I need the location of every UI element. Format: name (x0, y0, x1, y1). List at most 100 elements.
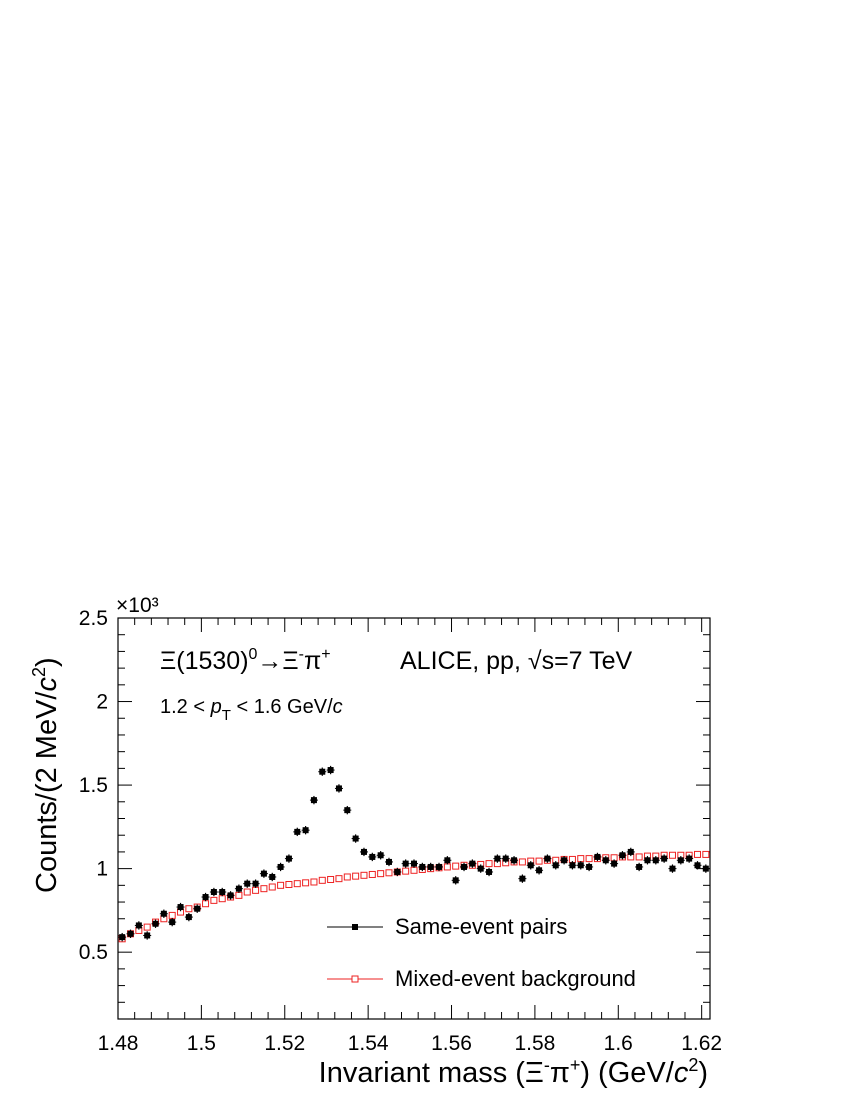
legend-label-mixed: Mixed-event background (395, 966, 636, 991)
same-event-point (169, 919, 176, 926)
same-event-point (494, 855, 501, 862)
same-event-point (452, 877, 459, 884)
x-tick-label: 1.54 (348, 1032, 389, 1055)
mixed-event-point (410, 866, 418, 874)
same-event-point (277, 863, 284, 870)
mixed-event-point (310, 878, 318, 886)
same-event-point (486, 868, 493, 875)
same-event-point (552, 862, 559, 869)
same-event-point (419, 863, 426, 870)
mixed-event-point (218, 895, 226, 903)
mixed-event-point (443, 863, 451, 871)
x-tick-label: 1.58 (514, 1032, 555, 1055)
same-event-point (260, 870, 267, 877)
same-event-point (294, 828, 301, 835)
mixed-event-point (518, 858, 526, 866)
same-event-point (644, 857, 651, 864)
same-event-point (119, 934, 126, 941)
same-event-point (627, 848, 634, 855)
legend-entry-mixed: Mixed-event background (327, 966, 636, 991)
mixed-event-point (377, 870, 385, 878)
same-event-point (527, 862, 534, 869)
x-tick-label: 1.48 (98, 1032, 139, 1055)
annotation-experiment: ALICE, pp, √s=7 TeV (400, 647, 632, 675)
mixed-event-point (402, 867, 410, 875)
x-tick-label: 1.56 (431, 1032, 472, 1055)
x-axis-label: Invariant mass (Ξ-π+) (GeV/c2) (319, 1055, 708, 1089)
same-event-point (244, 880, 251, 887)
same-event-point (411, 860, 417, 867)
mixed-event-point (243, 888, 251, 896)
same-event-point (461, 863, 468, 870)
x-tick-label: 1.62 (681, 1032, 722, 1055)
same-event-point (335, 785, 342, 792)
annotation-pt-range: 1.2 < pT < 1.6 GeV/c (160, 696, 343, 724)
y-tick-label: 2.5 (79, 607, 108, 630)
same-event-point (269, 873, 276, 880)
same-event-point (619, 852, 626, 859)
same-event-point (611, 860, 618, 867)
same-event-point (502, 855, 509, 862)
same-event-point (652, 857, 659, 864)
same-event-point (536, 867, 543, 874)
y-tick-label: 1 (96, 858, 108, 881)
same-event-point (569, 862, 576, 869)
same-event-point (586, 863, 593, 870)
same-event-point (377, 852, 384, 859)
mixed-event-point (143, 923, 151, 931)
same-event-point (577, 862, 584, 869)
same-event-point (469, 860, 476, 867)
y-axis-label: Counts/(2 MeV/c2) (29, 657, 63, 893)
same-event-point (152, 920, 159, 927)
same-event-point (561, 857, 568, 864)
same-event-point (402, 860, 409, 867)
mixed-event-point (335, 875, 343, 883)
same-event-point (360, 848, 367, 855)
mixed-event-point (285, 880, 293, 888)
same-event-point (127, 930, 134, 937)
mixed-event-point (452, 862, 460, 870)
mixed-event-point (302, 879, 310, 887)
mixed-event-point (693, 850, 701, 858)
same-event-point (702, 865, 709, 872)
mixed-event-point (360, 871, 368, 879)
same-event-point (319, 768, 326, 775)
legend: Same-event pairs Mixed-event background (327, 914, 636, 991)
series-same-event-pairs (118, 765, 710, 942)
mixed-event-point (327, 875, 335, 883)
same-event-point (135, 922, 142, 929)
same-event-point (436, 863, 443, 870)
mixed-event-point (343, 873, 351, 881)
same-event-point (694, 862, 701, 869)
same-event-point (669, 865, 676, 872)
same-event-point (302, 827, 309, 834)
same-event-point (252, 880, 259, 887)
same-event-point (477, 865, 484, 872)
mixed-event-point (485, 860, 493, 868)
x-axis: 1.48 1.5 1.52 1.54 1.56 1.58 1.6 1.62 (98, 618, 722, 1055)
same-event-point (544, 855, 551, 862)
mixed-event-point (277, 881, 285, 889)
same-event-point (385, 858, 392, 865)
same-event-point (219, 889, 226, 896)
mixed-event-point (293, 880, 301, 888)
same-event-point (177, 904, 184, 911)
y-tick-label: 0.5 (79, 941, 108, 964)
mixed-event-point (260, 885, 268, 893)
mixed-event-point (385, 869, 393, 877)
same-event-point (344, 807, 351, 814)
mixed-event-point (318, 876, 326, 884)
same-event-point (594, 853, 601, 860)
same-event-point (235, 885, 242, 892)
x-tick-label: 1.5 (187, 1032, 216, 1055)
same-event-point (394, 868, 401, 875)
mixed-event-point (352, 872, 360, 880)
same-event-point (352, 835, 359, 842)
x-tick-label: 1.52 (264, 1032, 305, 1055)
same-event-point (636, 863, 643, 870)
mixed-event-point (210, 896, 218, 904)
mixed-event-point (585, 855, 593, 863)
same-event-point (227, 892, 234, 899)
same-event-point (210, 889, 217, 896)
same-event-point (444, 857, 451, 864)
